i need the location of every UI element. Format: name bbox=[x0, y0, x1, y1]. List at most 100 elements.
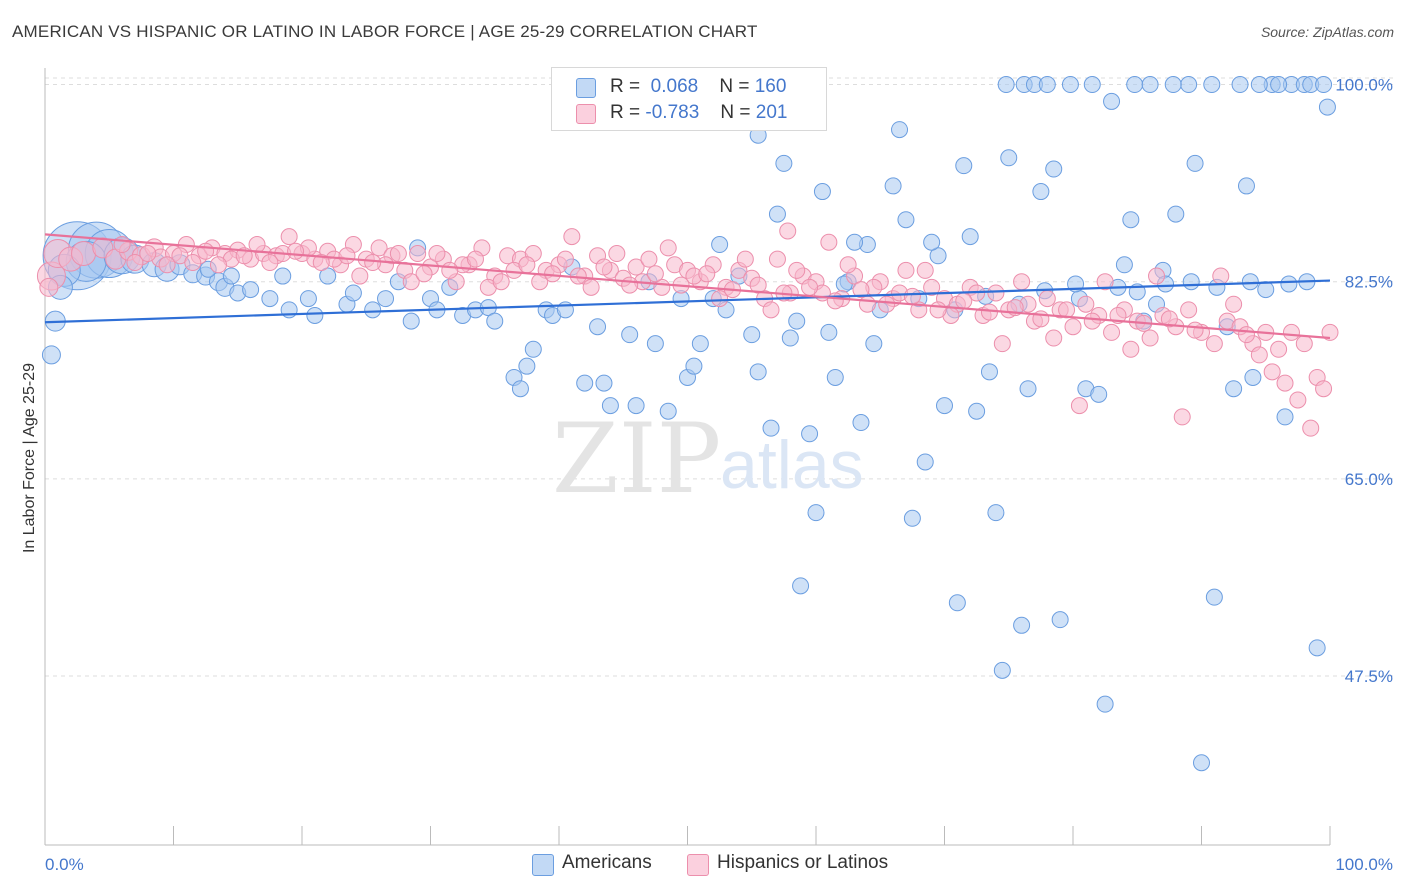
americans-point bbox=[768, 205, 786, 223]
americans-point bbox=[762, 419, 780, 437]
hispanics-point bbox=[820, 233, 838, 251]
y-tick-label: 100.0% bbox=[1335, 76, 1393, 95]
watermark-zip: ZIP bbox=[552, 403, 721, 515]
americans-point bbox=[344, 284, 362, 302]
hispanics-point bbox=[1083, 312, 1101, 330]
hispanics-point bbox=[839, 256, 857, 274]
americans-point bbox=[486, 312, 504, 330]
americans-point bbox=[807, 504, 825, 522]
hispanics-point bbox=[364, 254, 382, 272]
americans-point bbox=[980, 363, 998, 381]
americans-point bbox=[987, 504, 1005, 522]
hispanics-point bbox=[351, 267, 369, 285]
hispanics-point bbox=[608, 245, 626, 263]
americans-point bbox=[993, 661, 1011, 679]
americans-point bbox=[781, 329, 799, 347]
hispanics-point bbox=[466, 250, 484, 268]
hispanics-point bbox=[1141, 329, 1159, 347]
stats-legend: R = 0.068 N = 160 R = -0.783 N = 201 bbox=[551, 67, 827, 131]
americans-swatch bbox=[576, 78, 596, 98]
hispanics-point bbox=[698, 265, 716, 283]
hispanics-point bbox=[312, 254, 330, 272]
americans-point bbox=[788, 312, 806, 330]
hispanics-point bbox=[1205, 335, 1223, 353]
hispanics-n-value: 201 bbox=[755, 102, 788, 123]
americans-point bbox=[1032, 183, 1050, 201]
americans-point bbox=[524, 340, 542, 358]
americans-point bbox=[518, 357, 536, 375]
hispanics-point bbox=[1160, 310, 1178, 328]
americans-point bbox=[1250, 76, 1268, 94]
americans-point bbox=[923, 233, 941, 251]
hispanics-point bbox=[955, 292, 973, 310]
americans-point bbox=[1038, 76, 1056, 94]
hispanics-point bbox=[158, 256, 176, 274]
legend-hispanics-stats: R = -0.783 N = 201 bbox=[610, 102, 788, 123]
hispanics-point bbox=[1064, 318, 1082, 336]
americans-point bbox=[813, 183, 831, 201]
americans-point bbox=[1061, 76, 1079, 94]
americans-point bbox=[377, 290, 395, 308]
americans-point bbox=[1126, 76, 1144, 94]
americans-point bbox=[997, 76, 1015, 94]
americans-point bbox=[621, 326, 639, 344]
americans-point bbox=[1193, 754, 1210, 772]
americans-point bbox=[1000, 149, 1018, 167]
y-axis-label: In Labor Force | Age 25-29 bbox=[21, 363, 38, 553]
hispanics-point bbox=[903, 287, 921, 305]
hispanics-point bbox=[801, 278, 819, 296]
hispanics-point bbox=[370, 239, 388, 257]
hispanics-point bbox=[993, 335, 1011, 353]
hispanics-point bbox=[71, 241, 97, 267]
watermark: ZIP atlas bbox=[552, 403, 864, 515]
americans-point bbox=[1103, 92, 1121, 110]
hispanics-point bbox=[646, 265, 664, 283]
hispanics-point bbox=[736, 250, 754, 268]
y-tick-label: 82.5% bbox=[1345, 273, 1393, 292]
hispanics-point bbox=[1270, 340, 1288, 358]
legend-item-americans[interactable]: Americans bbox=[532, 852, 652, 876]
hispanics-point bbox=[627, 258, 645, 276]
americans-point bbox=[1280, 275, 1298, 293]
hispanics-legend-label: Hispanics or Latinos bbox=[717, 852, 889, 873]
americans-point bbox=[659, 402, 677, 420]
legend-item-hispanics[interactable]: Hispanics or Latinos bbox=[687, 852, 889, 876]
axis-labels: 47.5% 65.0% 82.5% 100.0% 0.0% 100.0% In Labor … bbox=[21, 76, 1393, 874]
hispanics-point bbox=[415, 265, 433, 283]
americans-point bbox=[1276, 408, 1294, 426]
americans-point bbox=[1115, 256, 1133, 274]
hispanics-point bbox=[916, 261, 934, 279]
hispanics-point bbox=[1237, 326, 1255, 344]
hispanics-point bbox=[287, 242, 305, 260]
hispanics-point bbox=[987, 284, 1005, 302]
hispanics-point bbox=[1321, 323, 1339, 341]
hispanics-point bbox=[582, 278, 600, 296]
americans-legend-label: Americans bbox=[562, 852, 652, 873]
hispanics-point bbox=[1173, 408, 1191, 426]
americans-point bbox=[1141, 76, 1159, 94]
hispanics-point bbox=[768, 250, 786, 268]
hispanics-point bbox=[184, 254, 202, 272]
americans-point bbox=[299, 290, 317, 308]
hispanics-point bbox=[1077, 295, 1095, 313]
hispanics-point bbox=[1109, 306, 1127, 324]
hispanics-point bbox=[711, 290, 729, 308]
americans-point bbox=[792, 577, 810, 595]
hispanics-point bbox=[197, 242, 215, 260]
americans-point bbox=[968, 402, 986, 420]
trend-lines bbox=[44, 233, 1331, 340]
hispanics-point bbox=[428, 245, 446, 263]
americans-point bbox=[685, 357, 703, 375]
hispanics-r-value: -0.783 bbox=[645, 102, 700, 123]
americans-point bbox=[1122, 211, 1140, 229]
americans-point bbox=[955, 157, 973, 175]
hispanics-point bbox=[492, 273, 510, 291]
americans-point bbox=[820, 323, 838, 341]
hispanics-point bbox=[1212, 267, 1230, 285]
americans-point bbox=[364, 301, 382, 319]
hispanics-point bbox=[929, 301, 947, 319]
americans-point bbox=[1180, 76, 1198, 94]
americans-point bbox=[936, 397, 953, 415]
americans-point bbox=[948, 594, 966, 612]
